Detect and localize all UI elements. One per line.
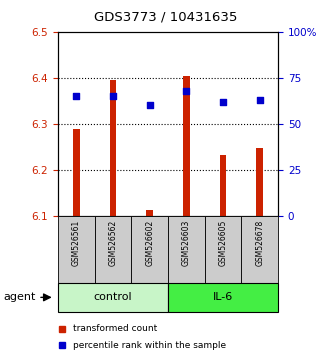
Bar — [257, 148, 263, 216]
Point — [257, 97, 262, 103]
Bar — [58, 283, 168, 312]
Text: percentile rank within the sample: percentile rank within the sample — [73, 341, 226, 350]
Text: GSM526602: GSM526602 — [145, 219, 154, 266]
Text: transformed count: transformed count — [73, 324, 158, 333]
Point — [110, 93, 116, 99]
Bar — [241, 216, 278, 283]
Bar — [131, 216, 168, 283]
Bar — [205, 216, 241, 283]
Bar — [220, 155, 226, 216]
Bar — [58, 216, 95, 283]
Bar — [168, 283, 278, 312]
Point — [147, 103, 152, 108]
Bar — [146, 210, 153, 216]
Bar — [168, 216, 205, 283]
Bar — [73, 129, 79, 216]
Text: agent: agent — [3, 292, 36, 302]
Point — [220, 99, 226, 105]
Text: GSM526562: GSM526562 — [109, 219, 118, 266]
Bar — [95, 216, 131, 283]
Text: control: control — [94, 292, 132, 302]
Text: GSM526561: GSM526561 — [72, 219, 81, 266]
Bar — [183, 76, 190, 216]
Text: GDS3773 / 10431635: GDS3773 / 10431635 — [94, 11, 237, 24]
Text: IL-6: IL-6 — [213, 292, 233, 302]
Point — [73, 93, 79, 99]
Point — [184, 88, 189, 93]
Text: GSM526603: GSM526603 — [182, 219, 191, 266]
Text: GSM526605: GSM526605 — [218, 219, 227, 266]
Bar — [110, 80, 116, 216]
Text: GSM526678: GSM526678 — [255, 219, 264, 266]
